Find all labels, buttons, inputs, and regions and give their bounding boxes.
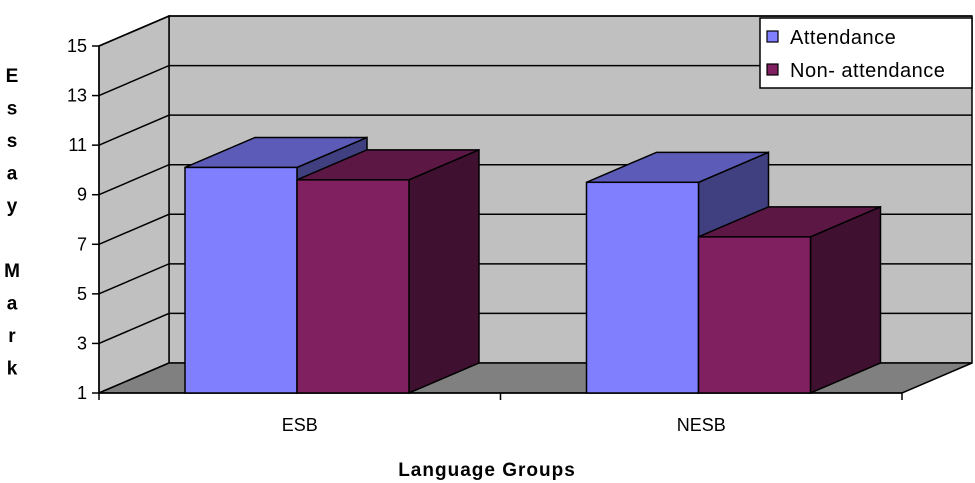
y-tick-label: 15 xyxy=(67,36,87,56)
bar-side xyxy=(408,148,480,395)
gridline xyxy=(98,114,972,146)
x-axis-title: Language Groups xyxy=(398,460,576,481)
gridline xyxy=(98,64,972,97)
legend: Attendance Non- attendance xyxy=(759,17,973,89)
legend-box xyxy=(759,17,973,89)
x-category-label: ESB xyxy=(282,415,318,435)
y-tick-label: 1 xyxy=(77,383,87,403)
bar-side xyxy=(809,205,882,395)
bars xyxy=(184,136,882,395)
y-tick-label: 11 xyxy=(68,135,87,155)
bar-nesb-attendance xyxy=(585,181,700,394)
bar-esb-nonattendance xyxy=(296,179,410,394)
x-category-label: NESB xyxy=(677,415,726,435)
gridline xyxy=(98,15,972,47)
legend-label: Non- attendance xyxy=(790,60,945,82)
legend-swatch xyxy=(766,63,779,76)
y-tick-label: 7 xyxy=(77,234,87,254)
side-wall xyxy=(98,14,170,395)
y-tick-label: 3 xyxy=(77,333,87,353)
y-tick-label: 9 xyxy=(77,185,87,205)
legend-label: Attendance xyxy=(790,27,896,49)
y-tick-label: 13 xyxy=(67,86,87,106)
bar-esb-attendance xyxy=(184,166,298,394)
bar-nesb-nonattendance xyxy=(697,236,812,394)
y-tick-label: 5 xyxy=(77,284,87,304)
legend-swatch xyxy=(766,30,779,43)
